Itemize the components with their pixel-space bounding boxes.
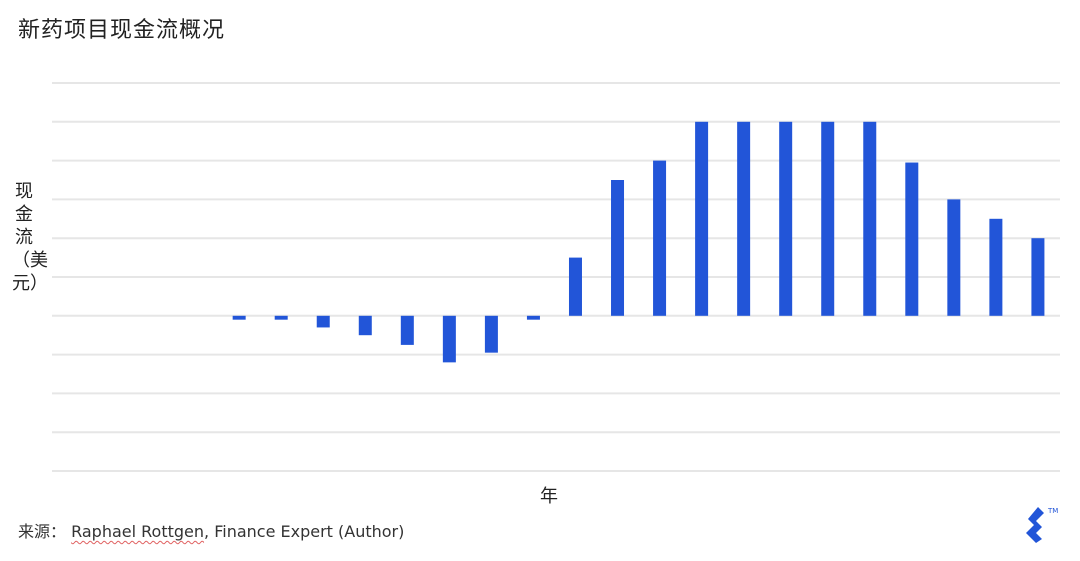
- chart-title: 新药项目现金流概况: [18, 18, 226, 43]
- bar: [821, 121, 835, 316]
- gridlines: [52, 82, 1060, 472]
- bar: [779, 121, 793, 316]
- bar: [947, 199, 961, 316]
- bar: [526, 315, 540, 320]
- bar: [863, 121, 877, 316]
- toptal-logo-icon: TM: [1026, 507, 1058, 543]
- bar: [442, 315, 456, 363]
- bar: [905, 162, 919, 316]
- source-author: Raphael Rottgen: [71, 522, 205, 541]
- bars: [232, 121, 1045, 363]
- bar: [611, 180, 625, 316]
- bar: [695, 121, 709, 316]
- bar: [316, 315, 330, 328]
- bar: [1031, 238, 1045, 316]
- source-rest: , Finance Expert (Author): [204, 522, 405, 541]
- x-axis-label: 年: [540, 486, 558, 507]
- bar: [568, 257, 582, 316]
- bar: [232, 315, 246, 320]
- bar: [737, 121, 751, 316]
- source-note: 来源： Raphael Rottgen, Finance Expert (Aut…: [18, 518, 404, 542]
- bar: [358, 315, 372, 336]
- bar: [400, 315, 414, 345]
- bar: [484, 315, 498, 353]
- bar: [274, 315, 288, 320]
- bar: [653, 160, 667, 316]
- bar: [989, 218, 1003, 316]
- trademark-label: TM: [1047, 507, 1058, 515]
- source-prefix: 来源：: [18, 522, 67, 541]
